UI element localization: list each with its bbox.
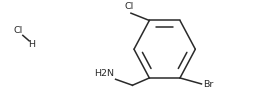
Text: H: H xyxy=(28,40,35,49)
Text: Cl: Cl xyxy=(13,26,23,35)
Text: H2N: H2N xyxy=(94,69,114,78)
Text: Cl: Cl xyxy=(124,2,133,11)
Text: Br: Br xyxy=(204,80,214,89)
